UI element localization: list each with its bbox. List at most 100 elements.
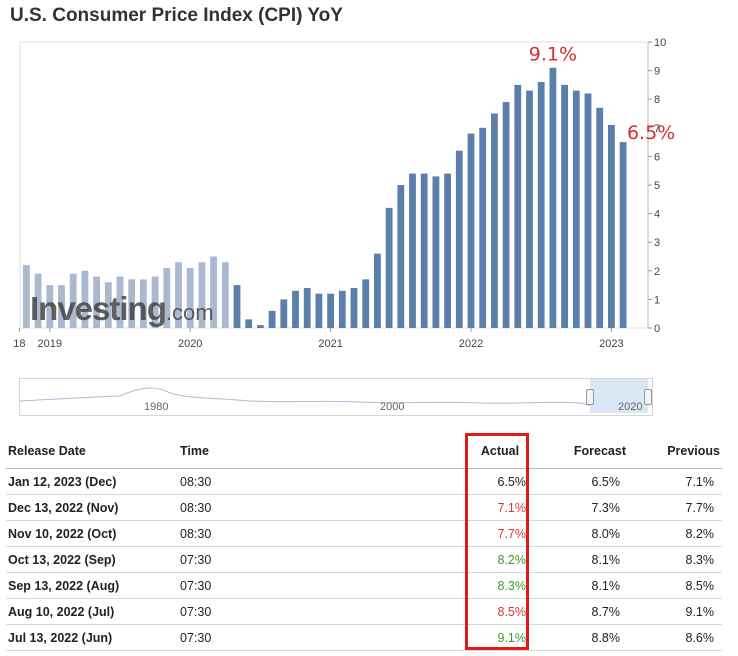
table-row: Sep 13, 2022 (Aug) 07:30 8.3% 8.1% 8.5% [6, 573, 722, 599]
data-bar [502, 102, 510, 328]
data-bar [608, 124, 615, 328]
actual-value: 7.1% [497, 500, 527, 515]
x-tick-label: 2023 [599, 338, 623, 350]
data-bar [526, 90, 533, 328]
forecast-value: 8.7% [591, 604, 621, 619]
data-bar [303, 287, 311, 328]
data-bar [444, 173, 451, 328]
investing-watermark: Investing.com [30, 290, 214, 327]
chart-title: U.S. Consumer Price Index (CPI) YoY [10, 5, 343, 26]
previous-value: 7.1% [685, 474, 715, 489]
data-bar [175, 262, 182, 328]
previous-value: 8.3% [685, 552, 715, 567]
data-bar [572, 90, 580, 328]
y-tick-label: 4 [654, 209, 660, 221]
table-row: Nov 10, 2022 (Oct) 08:30 7.7% 8.0% 8.2% [6, 521, 722, 547]
x-tick-label: 2021 [318, 338, 342, 350]
chart-area[interactable]: 0 1 2 3 4 5 6 7 8 9 10 18 2019 2020 2021 2022 2023 Invest… [10, 34, 732, 350]
data-bar [385, 207, 393, 328]
release-date: Jul 13, 2022 (Jun) [8, 630, 113, 645]
data-bar [81, 270, 89, 328]
release-date: Oct 13, 2022 (Sep) [8, 552, 116, 567]
data-bar [561, 84, 568, 329]
header-release-date[interactable]: Release Date [8, 443, 86, 458]
table-row: Jan 12, 2023 (Dec) 08:30 6.5% 6.5% 7.1% [6, 469, 722, 495]
previous-value: 9.1% [685, 604, 715, 619]
data-bar [23, 265, 30, 328]
release-time: 08:30 [180, 474, 212, 489]
data-bar [292, 290, 299, 328]
actual-value: 6.5% [497, 474, 527, 489]
actual-value: 9.1% [497, 630, 527, 645]
previous-value: 7.7% [685, 500, 715, 515]
actual-value: 8.3% [497, 578, 527, 593]
previous-value: 8.2% [685, 526, 715, 541]
release-time: 08:30 [180, 526, 212, 541]
data-bar [140, 279, 147, 328]
data-bar [619, 142, 627, 328]
navigator-label: 2000 [380, 401, 405, 413]
y-tick-label: 9 [654, 66, 660, 78]
latest-annotation: 6.5% [627, 122, 675, 144]
release-time: 07:30 [180, 552, 212, 567]
navigator-series-line [20, 387, 650, 408]
data-bar [432, 176, 440, 328]
data-bar [420, 173, 428, 328]
data-bar [151, 276, 159, 328]
data-bar [58, 285, 65, 328]
actual-value: 8.5% [497, 604, 527, 619]
x-tick-label: 2020 [178, 338, 202, 350]
data-bar [268, 310, 276, 328]
data-bar [338, 290, 346, 328]
navigator-label: 1980 [144, 401, 169, 413]
navigator-left-handle[interactable] [586, 389, 594, 405]
cpi-bar-chart[interactable]: 0 1 2 3 4 5 6 7 8 9 10 18 2019 2020 2021 2022 2023 Invest… [10, 34, 732, 364]
table-row: Jul 13, 2022 (Jun) 07:30 9.1% 8.8% 8.6% [6, 625, 722, 651]
data-bar [455, 150, 463, 328]
release-time: 07:30 [180, 630, 212, 645]
data-bar [186, 267, 194, 328]
header-previous[interactable]: Previous [667, 443, 720, 458]
release-date: Nov 10, 2022 (Oct) [8, 526, 117, 541]
data-bar [245, 319, 253, 328]
navigator-right-handle[interactable] [644, 389, 652, 405]
previous-value: 8.5% [685, 578, 715, 593]
release-date: Aug 10, 2022 (Jul) [8, 604, 115, 619]
y-tick-label: 3 [654, 237, 660, 249]
forecast-value: 8.0% [591, 526, 621, 541]
y-tick-label: 7 [654, 123, 660, 135]
navigator-label: 2020 [618, 401, 643, 413]
release-time: 07:30 [180, 604, 212, 619]
y-tick-label: 6 [654, 151, 660, 163]
data-bar [93, 276, 100, 328]
data-bar [549, 67, 557, 329]
data-bar [257, 325, 264, 328]
actual-column-highlight [465, 433, 529, 650]
data-bar [596, 107, 604, 328]
range-navigator[interactable]: 1980 2000 2020 [19, 378, 653, 416]
data-bar [491, 113, 498, 328]
forecast-value: 8.1% [591, 552, 621, 567]
y-tick-label: 8 [654, 94, 660, 106]
data-bar [374, 253, 381, 328]
forecast-value: 6.5% [591, 474, 621, 489]
navigator-selection[interactable] [590, 379, 648, 413]
table-row: Oct 13, 2022 (Sep) 07:30 8.2% 8.1% 8.3% [6, 547, 722, 573]
x-tick-label: 2019 [38, 338, 62, 350]
data-bar [397, 185, 405, 328]
data-bar [104, 282, 112, 328]
data-bar [315, 293, 323, 328]
data-bar [46, 285, 54, 328]
data-bar [327, 293, 334, 328]
header-actual[interactable]: Actual [480, 443, 520, 458]
data-bar [163, 267, 171, 328]
y-tick-label: 5 [654, 180, 660, 192]
data-bar [116, 276, 124, 328]
y-tick-label: 2 [654, 266, 660, 278]
peak-annotation: 9.1% [529, 44, 577, 66]
forecast-value: 8.8% [591, 630, 621, 645]
header-time[interactable]: Time [180, 443, 209, 458]
header-forecast[interactable]: Forecast [573, 443, 626, 458]
forecast-value: 8.1% [591, 578, 621, 593]
previous-value: 8.6% [685, 630, 715, 645]
